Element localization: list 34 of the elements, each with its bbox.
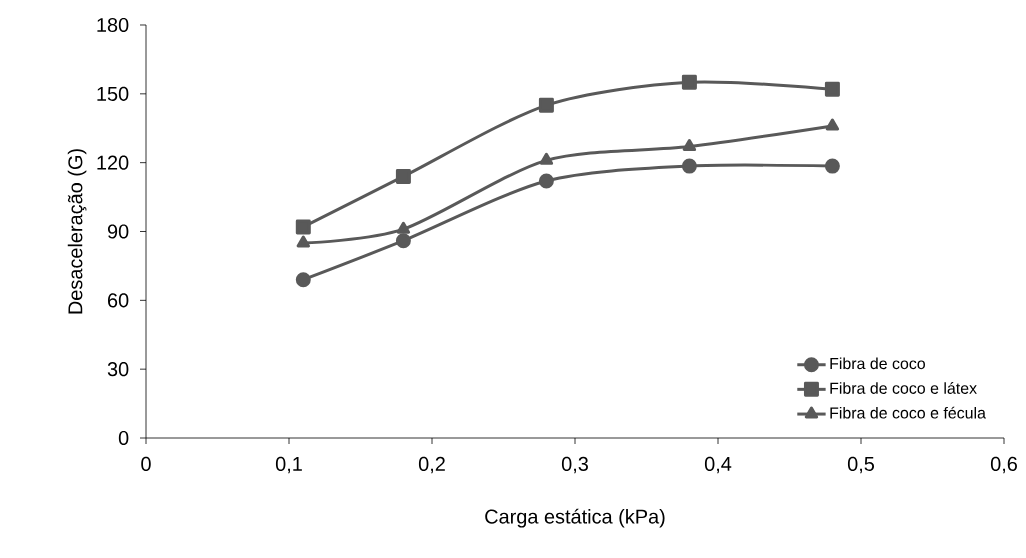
y-axis-title: Desaceleração (G)	[67, 149, 87, 314]
x-tick-label: 0,1	[275, 456, 302, 474]
point	[296, 235, 310, 248]
y-tick-label: 180	[97, 17, 129, 33]
point	[295, 272, 311, 288]
x-tick-label: 0,6	[990, 456, 1017, 474]
legend-label: Fibra de coco	[830, 357, 925, 370]
legend-label: Fibra de coco e látex	[830, 381, 977, 394]
y-tick-label: 150	[97, 86, 129, 101]
point	[395, 168, 411, 184]
point	[539, 152, 554, 165]
x-tick-label: 0	[141, 456, 151, 471]
point	[538, 173, 554, 189]
x-tick-label: 0,3	[561, 456, 588, 474]
point	[824, 81, 840, 97]
point	[396, 221, 411, 234]
y-tick-label: 60	[108, 293, 129, 308]
point	[682, 139, 697, 152]
point	[681, 74, 697, 90]
y-tick-label: 30	[107, 362, 129, 377]
point	[295, 219, 311, 235]
point	[824, 158, 840, 174]
y-tick-label: 0	[118, 430, 129, 446]
point	[538, 97, 554, 113]
point	[681, 158, 697, 174]
legend-label: Fibra de coco e fécula	[830, 406, 986, 419]
point	[825, 118, 840, 131]
x-tick-label: 0,2	[418, 456, 445, 474]
x-tick-label: 0,4	[704, 456, 732, 474]
y-tick-label: 90	[107, 224, 129, 239]
x-axis-title: Carga estática (kPa)	[485, 508, 665, 528]
point	[395, 233, 411, 249]
x-tick-label: 0,5	[847, 456, 875, 474]
y-tick-label: 120	[97, 155, 129, 170]
